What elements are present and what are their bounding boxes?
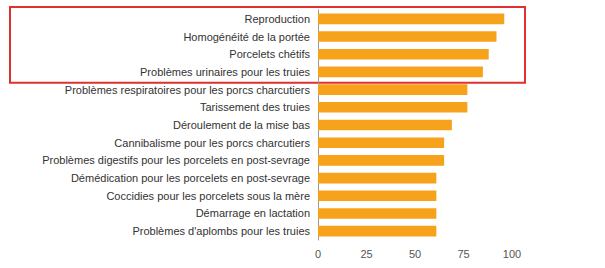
svg-text:50: 50	[409, 248, 421, 260]
svg-text:Porcelets chétifs: Porcelets chétifs	[229, 48, 310, 60]
svg-text:Problèmes urinaires pour les t: Problèmes urinaires pour les truies	[140, 66, 310, 78]
svg-text:Reproduction: Reproduction	[245, 13, 310, 25]
svg-text:Démarrage en lactation: Démarrage en lactation	[196, 207, 310, 219]
svg-text:100: 100	[503, 248, 521, 260]
svg-text:Démédication pour les porcelet: Démédication pour les porcelets en post-…	[71, 172, 310, 184]
svg-text:Problèmes respiratoires pour l: Problèmes respiratoires pour les porcs c…	[65, 84, 311, 96]
svg-text:25: 25	[360, 248, 372, 260]
svg-text:Tarissement des truies: Tarissement des truies	[200, 101, 311, 113]
svg-text:75: 75	[457, 248, 469, 260]
svg-text:Déroulement de la mise bas: Déroulement de la mise bas	[173, 119, 310, 131]
svg-text:0: 0	[315, 248, 321, 260]
svg-text:Coccidies pour les porcelets s: Coccidies pour les porcelets sous la mèr…	[106, 190, 310, 202]
svg-text:Cannibalisme pour les porcs ch: Cannibalisme pour les porcs charcutiers	[114, 137, 310, 149]
svg-text:Problèmes digestifs pour les p: Problèmes digestifs pour les porcelets e…	[42, 154, 310, 166]
svg-text:Homogénéité de la portée: Homogénéité de la portée	[183, 31, 310, 43]
svg-text:Problèmes d'aplombs pour les t: Problèmes d'aplombs pour les truies	[132, 225, 310, 237]
